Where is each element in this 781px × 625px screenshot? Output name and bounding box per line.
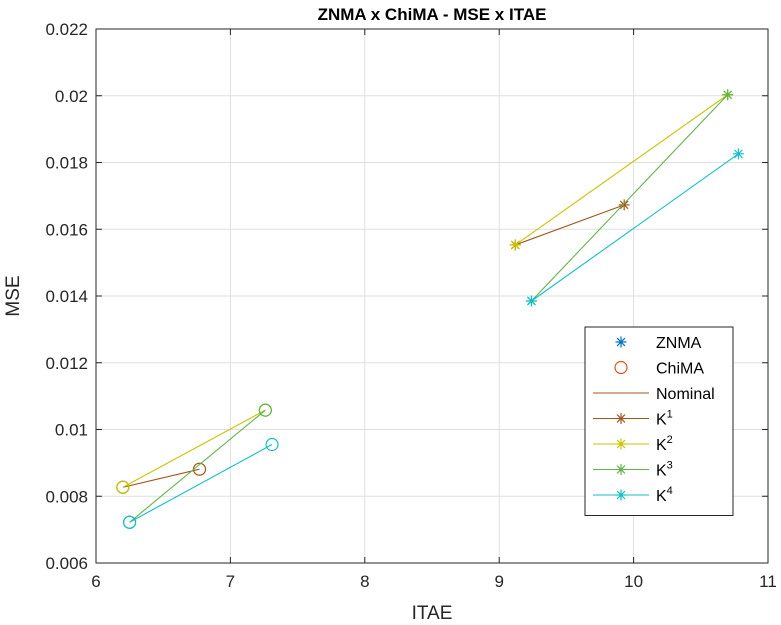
legend-superscript: 3 xyxy=(667,460,673,472)
series-line xyxy=(122,409,266,488)
legend-label: Nominal xyxy=(656,386,715,403)
star-stroke xyxy=(527,296,536,306)
y-tick-label: 0.016 xyxy=(45,220,88,239)
y-axis-label: MSE xyxy=(3,275,24,316)
star-stroke xyxy=(616,490,626,500)
legend-superscript: 1 xyxy=(667,409,673,421)
x-tick-label: 8 xyxy=(360,572,369,591)
data-point-star xyxy=(732,148,744,160)
data-point-circle xyxy=(258,403,272,417)
star-stroke xyxy=(616,337,626,347)
y-tick-label: 0.01 xyxy=(55,421,88,440)
star-stroke xyxy=(723,90,733,100)
star-stroke xyxy=(510,240,520,250)
legend-entry: K2 xyxy=(593,434,673,454)
y-tick-labels: 0.006 0.008 0.01 0.012 0.014 0.016 0.018 0.02 0.… xyxy=(45,20,88,573)
x-tick-label: 10 xyxy=(624,572,643,591)
series-znma-k4 xyxy=(525,148,744,307)
y-tick-label: 0.012 xyxy=(45,354,88,373)
legend-star xyxy=(615,413,627,424)
data-point-star xyxy=(618,199,630,211)
legend-circle xyxy=(614,360,628,375)
x-tick-labels: 6 7 8 9 10 11 xyxy=(91,572,777,591)
legend-label: ZNMA xyxy=(656,335,702,352)
star-stroke xyxy=(619,200,629,210)
legend-star xyxy=(615,336,627,348)
tick-marks xyxy=(95,28,769,564)
legend-star xyxy=(615,489,627,501)
legend-star xyxy=(615,464,627,475)
legend-superscript: 4 xyxy=(667,485,673,497)
x-tick-label: 6 xyxy=(91,572,100,591)
series-line xyxy=(515,204,625,246)
star-stroke xyxy=(616,465,626,474)
y-tick-label: 0.018 xyxy=(45,154,88,173)
data-point-star xyxy=(722,89,734,101)
series-line xyxy=(122,468,200,488)
star-stroke xyxy=(734,149,743,159)
series-line xyxy=(129,409,266,523)
y-tick-label: 0.008 xyxy=(45,487,88,506)
legend-entry: Nominal xyxy=(593,386,715,403)
series-line xyxy=(129,444,273,523)
legend-box xyxy=(584,326,734,516)
data-point-star xyxy=(509,239,521,251)
data-point-circle xyxy=(116,480,130,494)
x-tick-label: 11 xyxy=(759,572,777,591)
y-tick-label: 0.022 xyxy=(45,20,88,39)
legend-star xyxy=(615,438,627,450)
star-stroke xyxy=(616,414,626,423)
series-line xyxy=(531,94,729,302)
legend-label: ChiMA xyxy=(656,361,704,378)
y-tick-label: 0.014 xyxy=(45,287,88,306)
series-layer xyxy=(116,89,744,529)
y-tick-label: 0.02 xyxy=(55,87,88,106)
legend-superscript: 2 xyxy=(667,434,673,446)
data-point-star xyxy=(525,295,537,307)
chart-title: ZNMA x ChiMA - MSE x ITAE xyxy=(318,5,547,24)
data-point-circle xyxy=(123,515,137,529)
legend-entry: ChiMA xyxy=(614,360,704,378)
data-point-circle xyxy=(265,437,279,452)
x-tick-label: 7 xyxy=(226,572,235,591)
y-tick-label: 0.006 xyxy=(45,554,88,573)
legend-entry: ZNMA xyxy=(615,335,702,352)
series-line xyxy=(515,94,728,246)
series-chima-k4 xyxy=(123,437,279,529)
series-line xyxy=(531,153,739,302)
x-axis-label: ITAE xyxy=(412,603,453,624)
star-stroke xyxy=(616,439,626,449)
x-tick-label: 9 xyxy=(494,572,503,591)
